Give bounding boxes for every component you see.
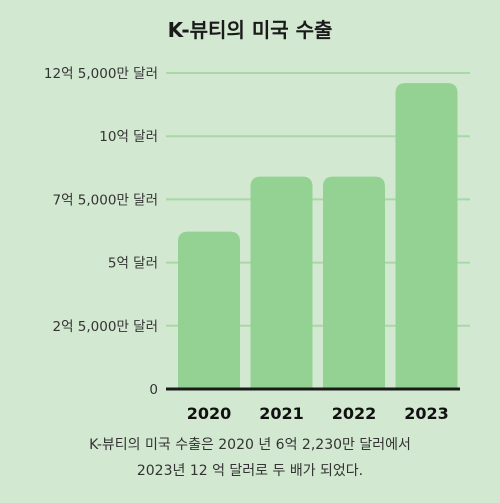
bar-2023 (395, 83, 458, 389)
y-tick-label: 0 (149, 382, 158, 398)
chart-title: K-뷰티의 미국 수출 (168, 18, 333, 42)
x-axis-ticks: 2020 2021 2022 2023 (187, 404, 449, 423)
caption-line-2: 2023년 12 억 달러로 두 배가 되었다. (136, 463, 364, 479)
x-tick-label: 2022 (332, 404, 377, 423)
y-tick-label: 7억 5,000만 달러 (53, 192, 159, 208)
bar-2022 (323, 176, 385, 389)
y-tick-label: 2억 5,000만 달러 (53, 319, 159, 335)
caption-line-1: K-뷰티의 미국 수출은 2020 년 6억 2,230만 달러에서 (89, 437, 411, 453)
x-tick-label: 2023 (404, 404, 449, 423)
x-tick-label: 2021 (259, 404, 304, 423)
bars (178, 83, 458, 389)
x-tick-label: 2020 (187, 404, 232, 423)
bar-chart: K-뷰티의 미국 수출 0 2억 5,000만 달러 5억 달러 7억 5,000만 … (44, 18, 470, 423)
chart-caption: K-뷰티의 미국 수출은 2020 년 6억 2,230만 달러에서 2023년… (0, 432, 500, 484)
y-tick-label: 12억 5,000만 달러 (44, 66, 158, 82)
y-axis-ticks: 0 2억 5,000만 달러 5억 달러 7억 5,000만 달러 10억 달러 12억 … (44, 66, 158, 398)
y-tick-label: 10억 달러 (99, 129, 158, 145)
bar-2020 (178, 231, 240, 389)
y-tick-label: 5억 달러 (108, 256, 158, 272)
bar-2021 (250, 176, 313, 389)
